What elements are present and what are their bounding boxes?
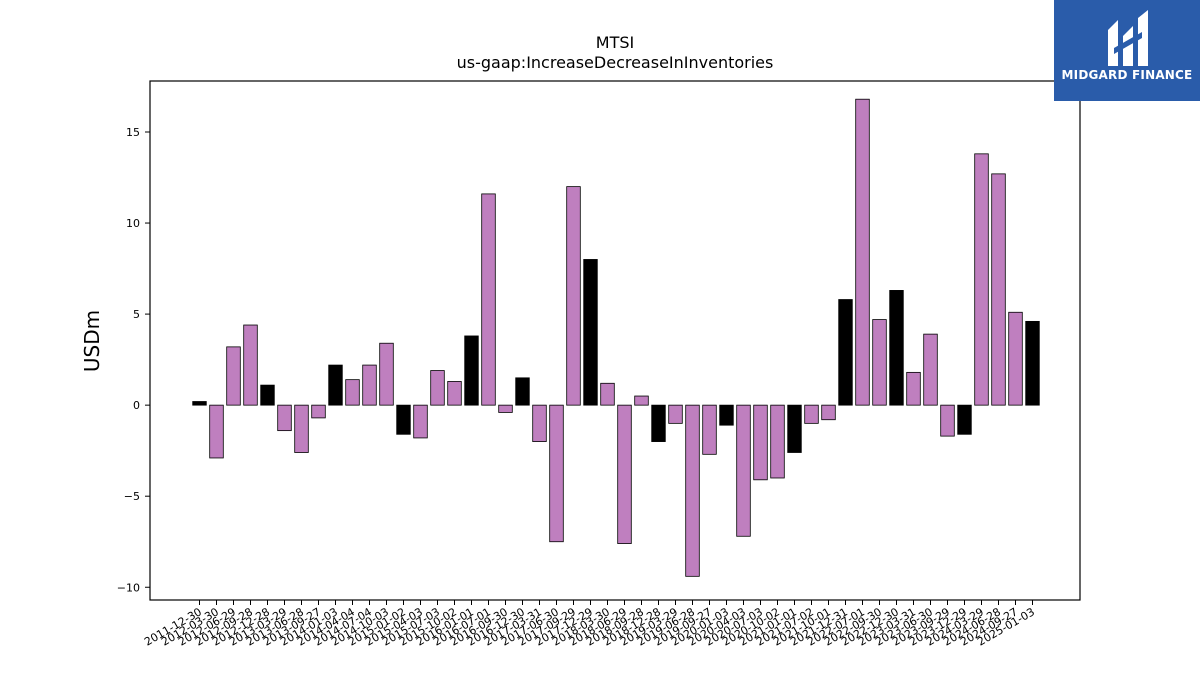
bar-2020-10-02: [770, 404, 785, 479]
bar-2014-07-04: [362, 364, 377, 406]
bar-2017-09-29: [566, 186, 581, 406]
bar-2014-10-03: [379, 342, 394, 406]
bar-2017-03-31: [532, 404, 547, 442]
bars-group: [192, 98, 1040, 577]
bar-2012-09-28: [243, 324, 258, 406]
bar-2024-09-27: [1008, 311, 1023, 406]
chart-subtitle: us-gaap:IncreaseDecreaseInInventories: [457, 53, 774, 72]
bar-2013-03-29: [277, 404, 292, 432]
bar-2016-01-01: [464, 335, 479, 406]
y-axis-label: USDm: [80, 310, 104, 372]
bar-2021-10-01: [821, 404, 836, 421]
bar-2015-07-03: [430, 370, 445, 406]
y-tick-label: 0: [133, 399, 140, 412]
bar-2024-03-29: [974, 153, 989, 406]
bar-2017-12-29: [583, 259, 598, 406]
y-axis: −10 −5 0 5 10 15: [117, 126, 150, 594]
bar-2011-12-30: [192, 401, 207, 406]
bar-2014-04-04: [345, 379, 360, 406]
bar-2018-12-28: [651, 404, 666, 442]
bar-2020-07-03: [753, 404, 768, 481]
bar-2023-06-30: [923, 333, 938, 406]
bar-2015-10-02: [447, 381, 462, 406]
bar-2021-12-31: [838, 299, 853, 406]
bar-2022-07-01: [855, 98, 870, 406]
bar-2025-01-03: [1025, 320, 1040, 406]
plot-frame: [149, 80, 1081, 601]
bar-2014-01-03: [328, 364, 343, 406]
x-axis: 2011-12-302012-03-302012-06-292012-09-28…: [142, 600, 1037, 649]
bar-2020-01-03: [719, 404, 734, 426]
bar-2023-12-29: [957, 404, 972, 435]
bar-2015-01-02: [396, 404, 411, 435]
y-tick-label: 15: [126, 126, 140, 139]
bar-2016-12-30: [515, 377, 530, 406]
midgard-logo-icon: [1108, 10, 1148, 66]
bar-2023-03-31: [906, 371, 921, 406]
y-tick-label: −10: [117, 581, 140, 594]
bar-2017-06-30: [549, 404, 564, 543]
y-tick-label: −5: [124, 490, 140, 503]
bar-2022-09-30: [872, 319, 887, 406]
logo-text: MIDGARD FINANCE: [1061, 68, 1193, 82]
bar-2016-07-01: [481, 193, 496, 406]
bar-2022-12-30: [889, 290, 904, 406]
bar-2021-01-01: [787, 404, 802, 453]
chart-title: MTSI: [596, 33, 634, 52]
bar-2019-03-29: [668, 404, 683, 424]
bar-2016-09-30: [498, 404, 513, 413]
bar-2018-06-29: [617, 404, 632, 544]
bar-2020-04-03: [736, 404, 751, 537]
bar-2013-09-27: [311, 404, 326, 419]
bar-2013-06-28: [294, 404, 309, 453]
bar-2019-06-28: [685, 404, 700, 577]
bar-2024-06-28: [991, 173, 1006, 406]
y-tick-label: 10: [126, 217, 140, 230]
bar-2023-09-29: [940, 404, 955, 437]
y-tick-label: 5: [133, 308, 140, 321]
bar-2012-12-28: [260, 384, 275, 406]
bar-2018-09-28: [634, 395, 649, 406]
bar-2012-03-30: [209, 404, 224, 459]
bar-2021-07-02: [804, 404, 819, 424]
midgard-finance-logo: MIDGARD FINANCE: [1054, 0, 1200, 101]
bar-2012-06-29: [226, 346, 241, 406]
bar-2019-09-27: [702, 404, 717, 455]
bar-2018-03-30: [600, 382, 615, 406]
bar-2015-04-03: [413, 404, 428, 439]
